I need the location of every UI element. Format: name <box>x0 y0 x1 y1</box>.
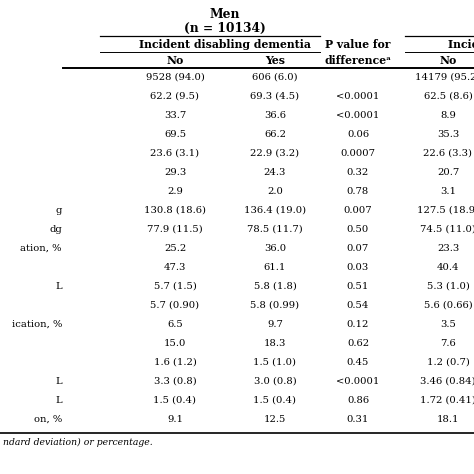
Text: 0.12: 0.12 <box>347 320 369 329</box>
Text: <0.0001: <0.0001 <box>337 377 380 386</box>
Text: g: g <box>55 206 62 215</box>
Text: 3.1: 3.1 <box>440 187 456 196</box>
Text: 15.0: 15.0 <box>164 339 186 348</box>
Text: 18.1: 18.1 <box>437 415 459 424</box>
Text: 2.9: 2.9 <box>167 187 183 196</box>
Text: 0.007: 0.007 <box>344 206 372 215</box>
Text: 22.9 (3.2): 22.9 (3.2) <box>250 149 300 158</box>
Text: ication, %: ication, % <box>12 320 62 329</box>
Text: 14179 (95.2): 14179 (95.2) <box>415 73 474 82</box>
Text: L: L <box>55 282 62 291</box>
Text: 3.46 (0.84): 3.46 (0.84) <box>420 377 474 386</box>
Text: 9.7: 9.7 <box>267 320 283 329</box>
Text: 130.8 (18.6): 130.8 (18.6) <box>144 206 206 215</box>
Text: 0.51: 0.51 <box>347 282 369 291</box>
Text: 1.5 (0.4): 1.5 (0.4) <box>154 396 197 405</box>
Text: <0.0001: <0.0001 <box>337 111 380 120</box>
Text: 24.3: 24.3 <box>264 168 286 177</box>
Text: Yes: Yes <box>265 55 285 66</box>
Text: 136.4 (19.0): 136.4 (19.0) <box>244 206 306 215</box>
Text: 3.5: 3.5 <box>440 320 456 329</box>
Text: 5.6 (0.66): 5.6 (0.66) <box>424 301 473 310</box>
Text: 5.7 (1.5): 5.7 (1.5) <box>154 282 196 291</box>
Text: 77.9 (11.5): 77.9 (11.5) <box>147 225 203 234</box>
Text: No: No <box>439 55 456 66</box>
Text: 61.1: 61.1 <box>264 263 286 272</box>
Text: 35.3: 35.3 <box>437 130 459 139</box>
Text: 25.2: 25.2 <box>164 244 186 253</box>
Text: 0.07: 0.07 <box>347 244 369 253</box>
Text: 0.45: 0.45 <box>347 358 369 367</box>
Text: 1.5 (1.0): 1.5 (1.0) <box>254 358 297 367</box>
Text: differenceᵃ: differenceᵃ <box>324 55 392 66</box>
Text: 0.31: 0.31 <box>347 415 369 424</box>
Text: Incident disabling dementia: Incident disabling dementia <box>139 39 311 50</box>
Text: 8.9: 8.9 <box>440 111 456 120</box>
Text: 74.5 (11.0): 74.5 (11.0) <box>420 225 474 234</box>
Text: 0.06: 0.06 <box>347 130 369 139</box>
Text: L: L <box>55 396 62 405</box>
Text: 5.3 (1.0): 5.3 (1.0) <box>427 282 469 291</box>
Text: 23.6 (3.1): 23.6 (3.1) <box>150 149 200 158</box>
Text: 0.54: 0.54 <box>347 301 369 310</box>
Text: 5.8 (1.8): 5.8 (1.8) <box>254 282 296 291</box>
Text: 0.86: 0.86 <box>347 396 369 405</box>
Text: dg: dg <box>49 225 62 234</box>
Text: 18.3: 18.3 <box>264 339 286 348</box>
Text: ndard deviation) or percentage.: ndard deviation) or percentage. <box>3 438 153 447</box>
Text: No: No <box>166 55 183 66</box>
Text: 78.5 (11.7): 78.5 (11.7) <box>247 225 303 234</box>
Text: 7.6: 7.6 <box>440 339 456 348</box>
Text: P value for: P value for <box>325 39 391 50</box>
Text: 0.32: 0.32 <box>347 168 369 177</box>
Text: 62.5 (8.6): 62.5 (8.6) <box>424 92 473 101</box>
Text: 22.6 (3.3): 22.6 (3.3) <box>423 149 473 158</box>
Text: 9528 (94.0): 9528 (94.0) <box>146 73 204 82</box>
Text: 29.3: 29.3 <box>164 168 186 177</box>
Text: 1.6 (1.2): 1.6 (1.2) <box>154 358 196 367</box>
Text: 127.5 (18.9): 127.5 (18.9) <box>417 206 474 215</box>
Text: on, %: on, % <box>34 415 62 424</box>
Text: 0.62: 0.62 <box>347 339 369 348</box>
Text: 69.5: 69.5 <box>164 130 186 139</box>
Text: 0.03: 0.03 <box>347 263 369 272</box>
Text: 47.3: 47.3 <box>164 263 186 272</box>
Text: 12.5: 12.5 <box>264 415 286 424</box>
Text: 9.1: 9.1 <box>167 415 183 424</box>
Text: 5.8 (0.99): 5.8 (0.99) <box>250 301 300 310</box>
Text: 5.7 (0.90): 5.7 (0.90) <box>150 301 200 310</box>
Text: 20.7: 20.7 <box>437 168 459 177</box>
Text: 66.2: 66.2 <box>264 130 286 139</box>
Text: 69.3 (4.5): 69.3 (4.5) <box>250 92 300 101</box>
Text: 36.6: 36.6 <box>264 111 286 120</box>
Text: <0.0001: <0.0001 <box>337 92 380 101</box>
Text: 36.0: 36.0 <box>264 244 286 253</box>
Text: 2.0: 2.0 <box>267 187 283 196</box>
Text: 6.5: 6.5 <box>167 320 183 329</box>
Text: 0.78: 0.78 <box>347 187 369 196</box>
Text: 23.3: 23.3 <box>437 244 459 253</box>
Text: 1.72 (0.41): 1.72 (0.41) <box>420 396 474 405</box>
Text: 0.0007: 0.0007 <box>340 149 375 158</box>
Text: 3.0 (0.8): 3.0 (0.8) <box>254 377 296 386</box>
Text: 1.5 (0.4): 1.5 (0.4) <box>254 396 297 405</box>
Text: 33.7: 33.7 <box>164 111 186 120</box>
Text: L: L <box>55 377 62 386</box>
Text: 3.3 (0.8): 3.3 (0.8) <box>154 377 196 386</box>
Text: 62.2 (9.5): 62.2 (9.5) <box>151 92 200 101</box>
Text: Incident disa: Incident disa <box>448 39 474 50</box>
Text: 0.50: 0.50 <box>347 225 369 234</box>
Text: Men: Men <box>210 8 240 21</box>
Text: 40.4: 40.4 <box>437 263 459 272</box>
Text: 1.2 (0.7): 1.2 (0.7) <box>427 358 469 367</box>
Text: (n = 10134): (n = 10134) <box>184 22 266 35</box>
Text: ation, %: ation, % <box>20 244 62 253</box>
Text: 606 (6.0): 606 (6.0) <box>252 73 298 82</box>
